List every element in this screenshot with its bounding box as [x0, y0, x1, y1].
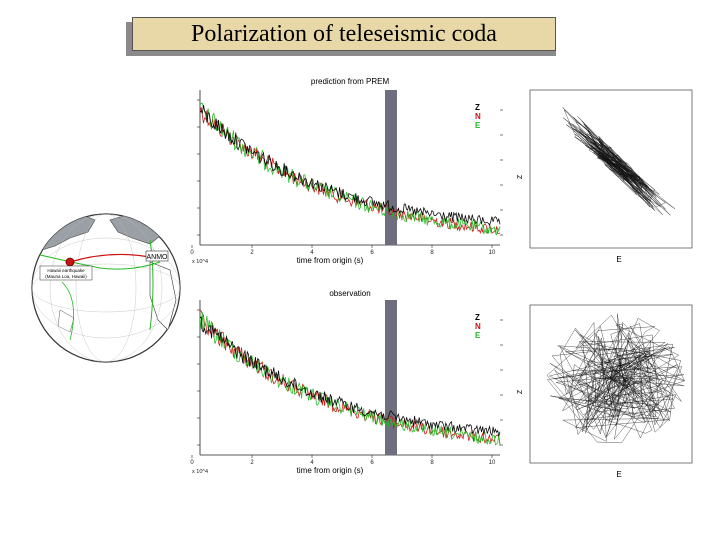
seismogram-panel: prediction from PREM 0 2 4 6 8 10 x 10^4 time fr… — [190, 77, 503, 265]
particle-motion-panel: EZ — [517, 89, 693, 264]
seismogram-trace — [199, 312, 501, 447]
legend-entry: Z — [475, 313, 480, 322]
pm-y-label: Z — [517, 174, 524, 179]
title-box: Polarization of teleseismic coda — [132, 17, 556, 51]
analysis-window — [385, 90, 397, 245]
great-circle-path — [69, 253, 151, 263]
legend-entry: N — [475, 112, 481, 121]
pm-y-label: Z — [517, 389, 524, 394]
event-label-box — [39, 265, 93, 281]
seismogram-trace — [199, 104, 501, 226]
particle-motion-trace — [562, 107, 676, 216]
x-tick-label: 8 — [430, 250, 434, 256]
x-tick-label: 6 — [370, 460, 374, 466]
x-axis-label: time from origin (s) — [297, 466, 364, 475]
globe-map: ANMO Hawaii earthquake (Mauna Loa, Hawai… — [31, 213, 181, 363]
x-tick-label: 0 — [190, 250, 194, 256]
x-tick-label: 10 — [489, 460, 496, 466]
panel-title: observation — [329, 289, 370, 298]
slide-title: Polarization of teleseismic coda — [191, 20, 497, 47]
panel-title: prediction from PREM — [311, 77, 390, 86]
x-axis-label: time from origin (s) — [297, 256, 364, 265]
seismogram-trace — [199, 309, 501, 445]
plate-boundary-line — [39, 254, 161, 270]
x-tick-label: 8 — [430, 460, 434, 466]
x-tick-label: 0 — [190, 460, 194, 466]
x-tick-label: 6 — [370, 250, 374, 256]
particle-motion-panel: EZ — [517, 304, 693, 479]
particle-motion-frame — [529, 89, 693, 249]
x-tick-label: 2 — [250, 250, 254, 256]
x-tick-label: 2 — [250, 460, 254, 466]
analysis-window — [385, 300, 397, 455]
seismogram-panels: prediction from PREM 0 2 4 6 8 10 x 10^4 time fr… — [190, 77, 503, 475]
x-tick-label: 10 — [489, 250, 496, 256]
tick-unit-note: x 10^4 — [192, 259, 208, 265]
event-marker — [65, 257, 75, 267]
station-label: ANMO — [147, 254, 169, 261]
station-label-box — [145, 250, 169, 262]
legend-entry: E — [475, 331, 481, 340]
seismogram-trace — [199, 102, 501, 236]
tick-unit-note: x 10^4 — [192, 469, 208, 475]
seismogram-trace — [199, 316, 501, 437]
seismogram-panel: observation 0 2 4 6 8 10 x 10^4 time from origin… — [190, 289, 503, 475]
event-label-line1: Hawaii earthquake — [47, 268, 85, 273]
x-tick-label: 4 — [310, 460, 314, 466]
pm-x-label: E — [616, 255, 621, 264]
plate-boundary-line — [61, 281, 74, 341]
legend-entry: E — [475, 121, 481, 130]
legend-entry: N — [475, 322, 481, 331]
legend-entry: Z — [475, 103, 480, 112]
x-tick-label: 4 — [310, 250, 314, 256]
pm-x-label: E — [616, 470, 621, 479]
event-label-line2: (Mauna Loa, Hawaii) — [45, 274, 87, 279]
particle-motion-trace — [546, 313, 686, 444]
plate-boundary-line — [149, 239, 154, 331]
